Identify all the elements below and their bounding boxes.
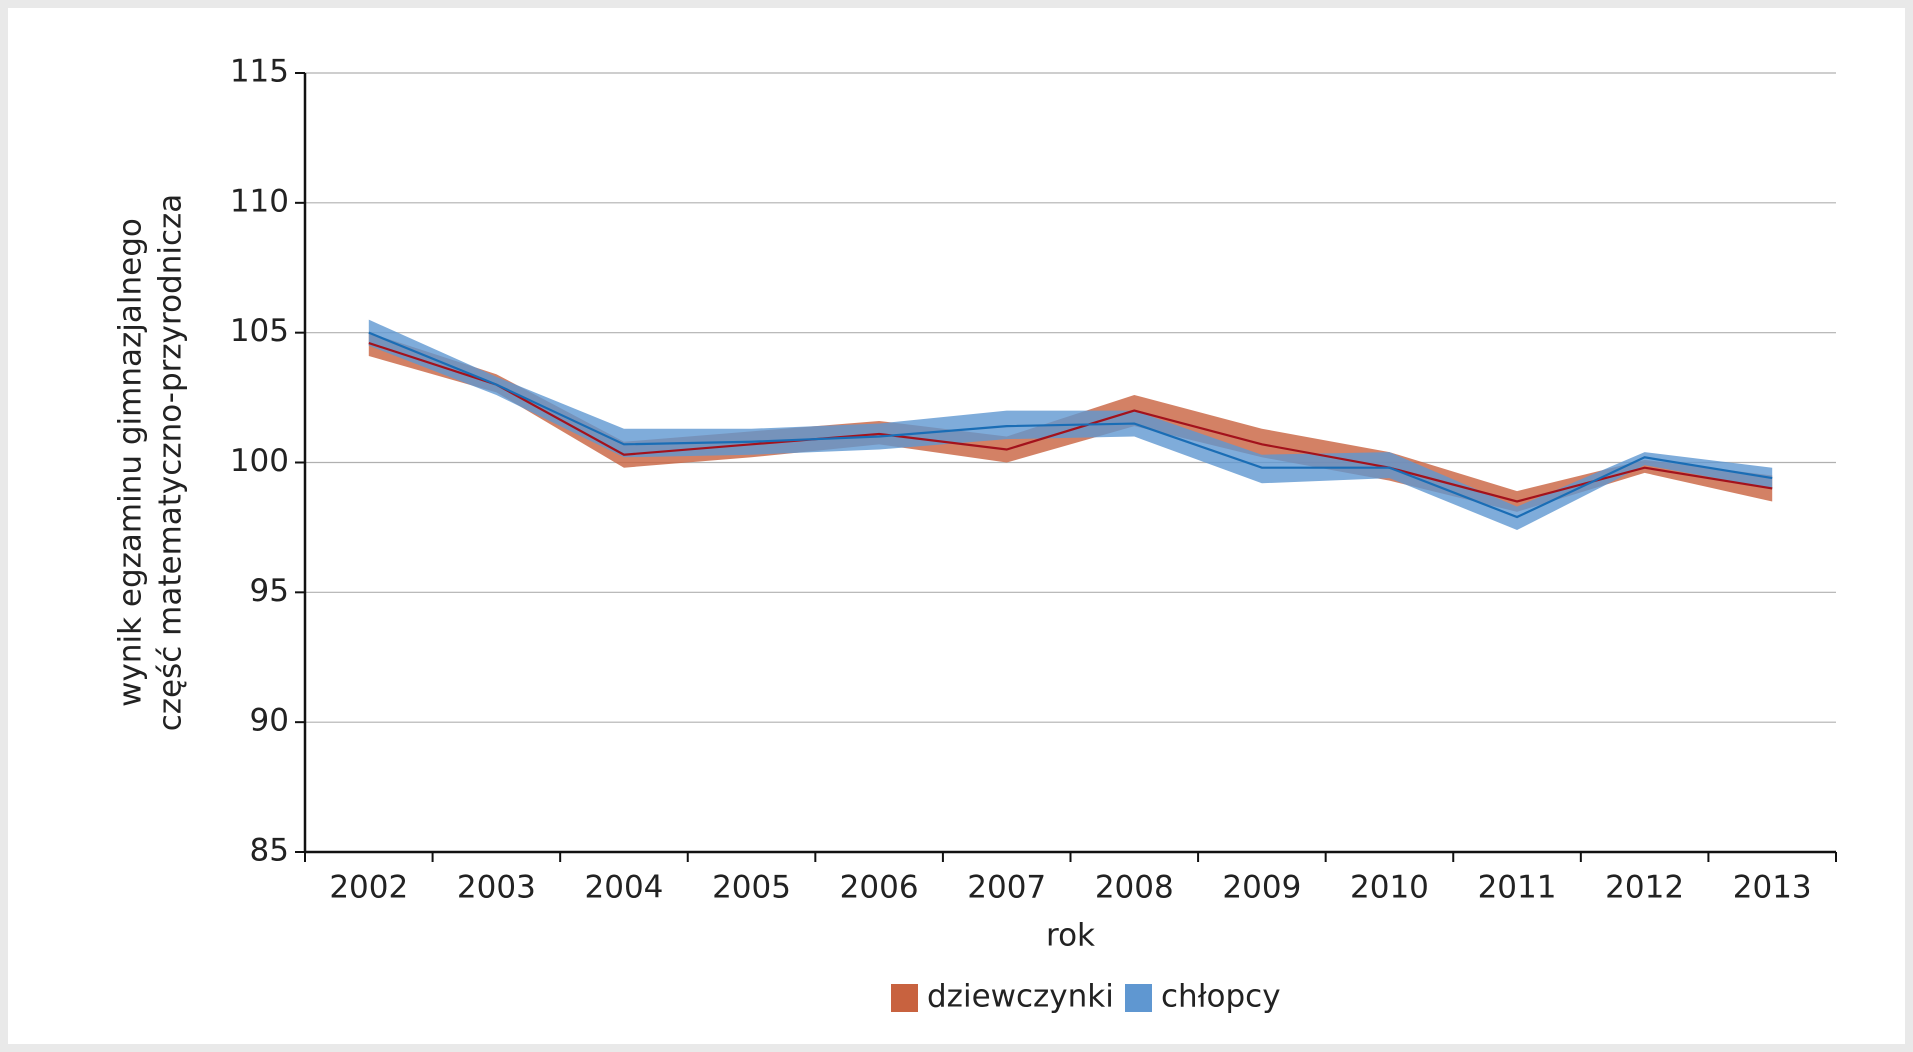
x-tick-label: 2010 <box>1350 870 1429 906</box>
y-tick-label: 115 <box>230 54 289 90</box>
series-line <box>368 331 1773 519</box>
x-tick-label: 2003 <box>457 870 536 906</box>
panel <box>8 8 1905 1044</box>
x-tick-label: 2008 <box>1095 870 1174 906</box>
y-axis-title: wynik egzaminu gimnazjalnego <box>113 218 149 707</box>
x-tick-label: 2007 <box>967 870 1046 906</box>
y-tick-label: 90 <box>250 703 289 739</box>
x-tick-label: 2013 <box>1733 870 1812 906</box>
y-tick-label: 110 <box>230 183 289 219</box>
y-tick-label: 85 <box>250 833 289 869</box>
x-tick-label: 2011 <box>1478 870 1557 906</box>
y-tick-label: 100 <box>230 443 289 479</box>
x-tick-label: 2006 <box>840 870 919 906</box>
x-tick-label: 2012 <box>1605 870 1684 906</box>
legend-label: dziewczynki <box>927 979 1114 1015</box>
x-tick-label: 2004 <box>585 870 664 906</box>
legend-swatch <box>1125 984 1152 1012</box>
x-tick-label: 2009 <box>1222 870 1301 906</box>
y-tick-label: 95 <box>250 573 289 609</box>
legend-swatch <box>891 984 918 1012</box>
series-line <box>368 342 1773 503</box>
x-tick-label: 2005 <box>712 870 791 906</box>
x-axis-title: rok <box>1046 918 1095 954</box>
legend-label: chłopcy <box>1161 979 1281 1015</box>
x-tick-label: 2002 <box>329 870 408 906</box>
y-tick-label: 105 <box>230 313 289 349</box>
y-axis-title: część matematyczno-przyrodnicza <box>153 194 189 732</box>
